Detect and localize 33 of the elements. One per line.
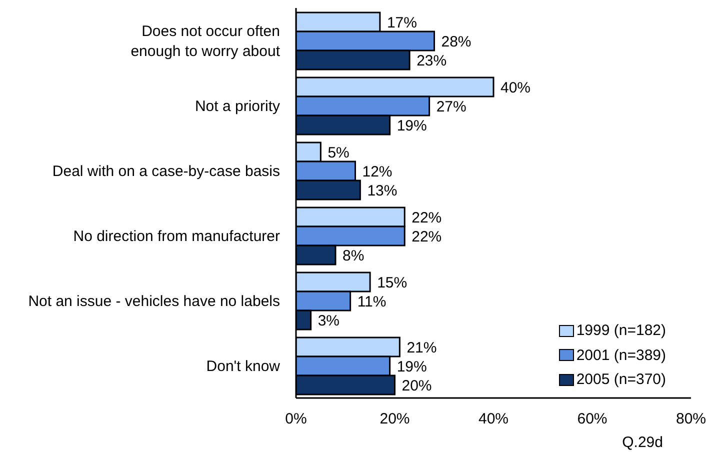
y-tick-label: No direction from manufacturer <box>73 228 280 245</box>
x-tick-label: 40% <box>478 410 509 428</box>
data-label: 28% <box>441 33 472 50</box>
y-tick-label: Don't know <box>206 358 280 375</box>
y-tick-label: Not an issue - vehicles have no labels <box>28 292 280 310</box>
data-label: 13% <box>367 182 398 200</box>
data-label: 23% <box>416 52 447 70</box>
data-label: 20% <box>402 377 432 394</box>
y-tick-label: Deal with on a case-by-case basis <box>52 162 280 180</box>
data-label: 17% <box>386 14 417 32</box>
data-label: 5% <box>328 144 350 162</box>
legend-label: 2005 (n=370) <box>576 371 666 388</box>
y-tick-label: Not a priority <box>194 98 280 115</box>
data-label: 22% <box>412 228 442 246</box>
y-tick-label: Does not occur often enough to worry about <box>130 22 281 60</box>
data-label: 11% <box>357 293 386 310</box>
x-tick-label: 20% <box>380 410 410 428</box>
data-label: 12% <box>362 163 392 180</box>
x-tick-label: 60% <box>577 410 608 428</box>
data-label: 21% <box>406 339 437 356</box>
data-label: 19% <box>396 358 427 376</box>
legend-label: 1999 (n=182) <box>576 322 666 340</box>
data-label: 40% <box>500 79 531 96</box>
data-label: 22% <box>412 209 442 226</box>
data-label: 27% <box>436 98 466 116</box>
text: Q.29d <box>622 434 663 451</box>
x-tick-label: 80% <box>676 410 706 428</box>
data-label: 3% <box>318 312 340 330</box>
data-label: 19% <box>396 117 427 134</box>
data-label: 8% <box>342 247 364 264</box>
legend-label: 2001 (n=389) <box>576 346 666 364</box>
x-tick-label: 0% <box>285 410 307 428</box>
data-label: 15% <box>377 274 408 292</box>
